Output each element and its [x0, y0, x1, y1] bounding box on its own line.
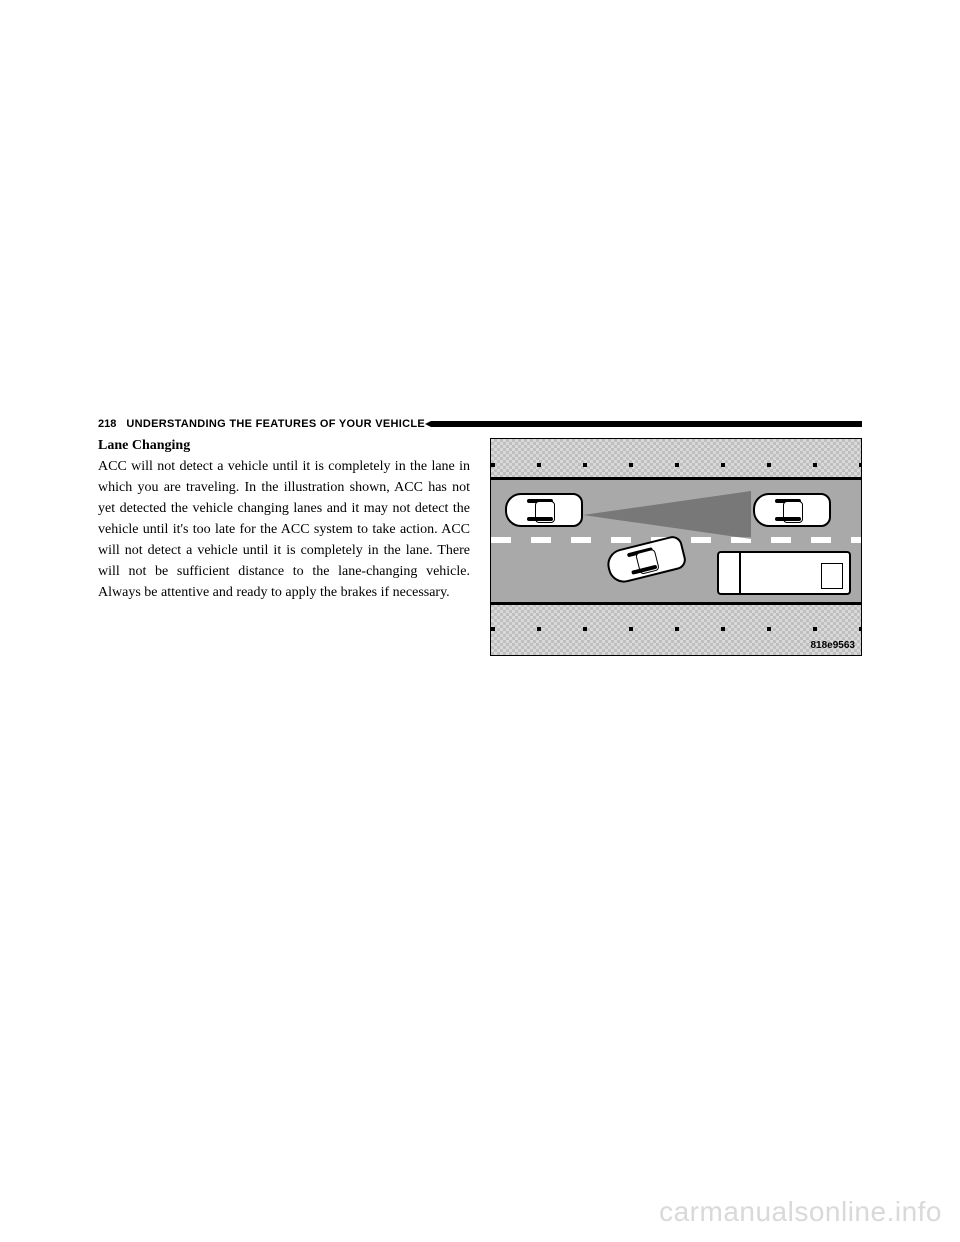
columns: Lane Changing ACC will not detect a vehi… — [98, 438, 862, 656]
page-content: 218 UNDERSTANDING THE FEATURES OF YOUR V… — [98, 418, 862, 656]
text-column: Lane Changing ACC will not detect a vehi… — [98, 438, 470, 656]
page-number: 218 — [98, 418, 116, 430]
body-text: ACC will not detect a vehicle until it i… — [98, 456, 470, 603]
illustration-column: 818e9563 — [490, 438, 862, 656]
watermark: carmanualsonline.info — [659, 1196, 942, 1228]
truck-icon — [717, 551, 851, 595]
subheading: Lane Changing — [98, 438, 470, 454]
lane-change-illustration: 818e9563 — [490, 438, 862, 656]
page-header: 218 UNDERSTANDING THE FEATURES OF YOUR V… — [98, 418, 862, 430]
section-title: UNDERSTANDING THE FEATURES OF YOUR VEHIC… — [126, 418, 425, 430]
ego-car-icon — [505, 493, 583, 527]
image-code: 818e9563 — [811, 640, 856, 651]
dots-bottom — [491, 627, 861, 631]
dots-top — [491, 463, 861, 467]
radar-beam-icon — [583, 491, 751, 539]
header-bar — [431, 421, 862, 427]
lead-car-icon — [753, 493, 831, 527]
